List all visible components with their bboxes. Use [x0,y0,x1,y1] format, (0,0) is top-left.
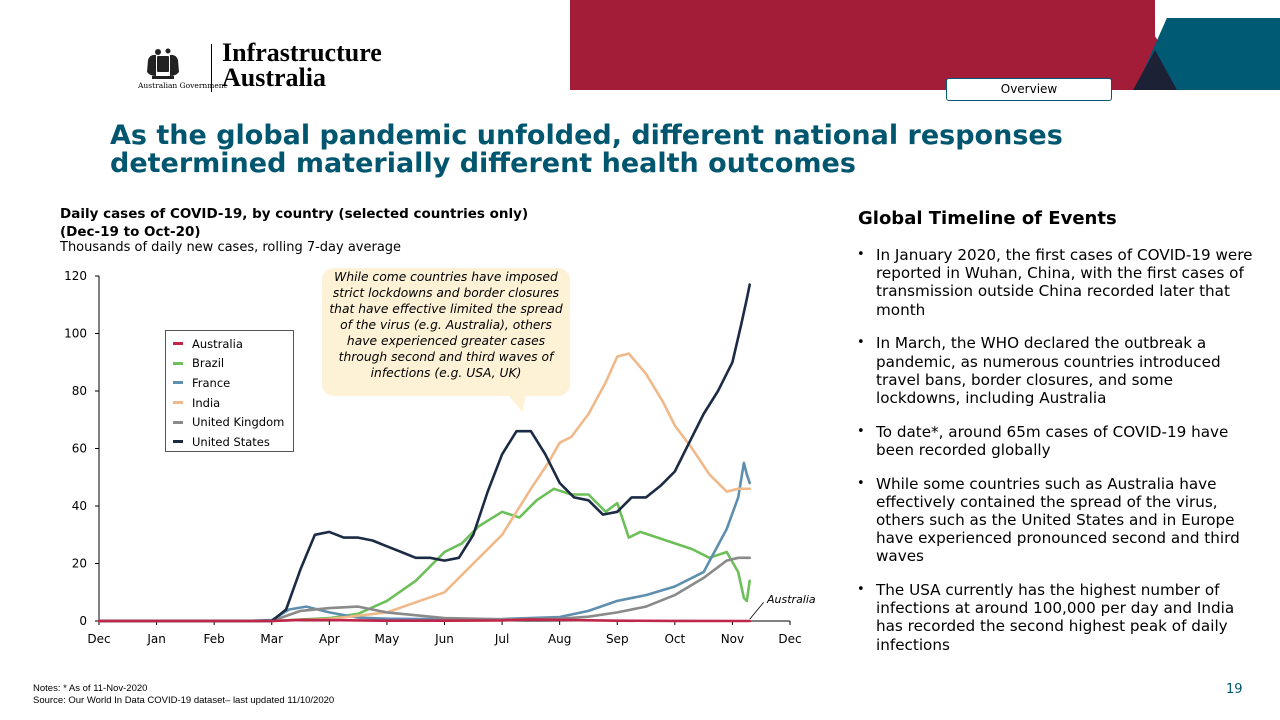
source-text: Source: Our World In Data COVID-19 datas… [33,695,335,706]
timeline-bullet: While some countries such as Australia h… [857,475,1257,566]
x-tick-label: Oct [664,632,685,646]
chart-title-line2: (Dec-19 to Oct-20) [60,224,201,240]
legend-label: India [192,395,221,410]
legend-label: Brazil [192,356,225,371]
organisation-name-line1: Infrastructure [222,38,382,67]
page-number: 19 [1226,682,1243,697]
chart-series-lines [97,283,752,623]
x-tick-label: Apr [319,632,340,646]
timeline-bullet: The USA currently has the highest number… [857,581,1257,654]
chart-legend: Australia Brazil France India United Kingdom… [165,330,294,452]
legend-swatch [173,342,183,346]
government-label: Australian Government [138,81,227,90]
x-tick-label: Jun [434,632,454,646]
series-line-france [97,461,752,623]
header-band-red [570,0,1155,90]
overview-tab[interactable]: Overview [946,78,1112,101]
x-tick-label: Feb [204,632,225,646]
legend-entry: United States [173,432,293,452]
legend-swatch [173,381,183,385]
x-tick-label: Sep [606,632,629,646]
series-line-brazil [97,487,752,623]
australia-pointer [749,602,765,620]
australia-annotation: Australia [767,593,816,606]
series-line-united-states [97,283,752,623]
y-tick-label: 100 [64,327,87,341]
page-title: As the global pandemic unfolded, differe… [110,120,1063,179]
x-tick-label: Dec [87,632,110,646]
x-tick-label: Jan [146,632,166,646]
x-tick-label: Aug [548,632,571,646]
legend-swatch [173,440,183,444]
logo: Australian Government Infrastructure Aus… [138,40,408,95]
legend-entry: France [173,373,293,393]
legend-label: France [192,375,231,390]
x-tick-label: Nov [721,632,744,646]
footer-notes: Notes: * As of 11-Nov-2020 Source: Our W… [33,683,334,707]
legend-entry: India [173,393,293,413]
x-tick-label: Dec [778,632,801,646]
logo-divider [211,44,212,92]
legend-swatch [173,420,183,424]
timeline-bullets: In January 2020, the first cases of COVI… [857,246,1257,669]
organisation-name: Infrastructure Australia [222,38,382,92]
series-line-india [97,352,752,623]
legend-entry: United Kingdom [173,412,293,432]
coat-of-arms-icon [147,48,179,79]
legend-entry: Brazil [173,354,293,374]
series-line-australia [97,618,752,623]
y-tick-label: 80 [72,384,87,398]
legend-label: United States [192,434,270,449]
legend-label: United Kingdom [192,415,285,430]
x-tick-label: May [375,632,400,646]
chart-callout: While come countries have imposed strict… [322,268,570,396]
legend-swatch [173,401,183,405]
y-tick-label: 120 [64,269,87,283]
x-tick-label: Mar [260,632,283,646]
timeline-bullet: In January 2020, the first cases of COVI… [857,246,1257,319]
y-tick-label: 40 [72,499,87,513]
chart-title-line1: Daily cases of COVID-19, by country (sel… [60,206,529,222]
y-tick-label: 0 [79,614,87,628]
sidebar-title: Global Timeline of Events [858,208,1117,229]
x-tick-label: Jul [494,632,509,646]
chart-title: Daily cases of COVID-19, by country (sel… [60,205,620,241]
chart-subtitle: Thousands of daily new cases, rolling 7-… [60,240,402,255]
legend-swatch [173,361,183,365]
timeline-bullet: In March, the WHO declared the outbreak … [857,334,1257,407]
series-line-united-kingdom [97,556,752,623]
legend-label: Australia [192,336,243,351]
organisation-name-line2: Australia [222,63,326,92]
notes-text: Notes: * As of 11-Nov-2020 [33,683,148,694]
y-tick-label: 20 [72,557,87,571]
y-tick-label: 60 [72,442,87,456]
covid-cases-line-chart: 0 20 40 60 80 100 120 Dec Jan Feb Mar Apr May Jun Jul A… [64,269,802,646]
legend-entry: Australia [173,334,293,354]
timeline-bullet: To date*, around 65m cases of COVID-19 h… [857,423,1257,459]
